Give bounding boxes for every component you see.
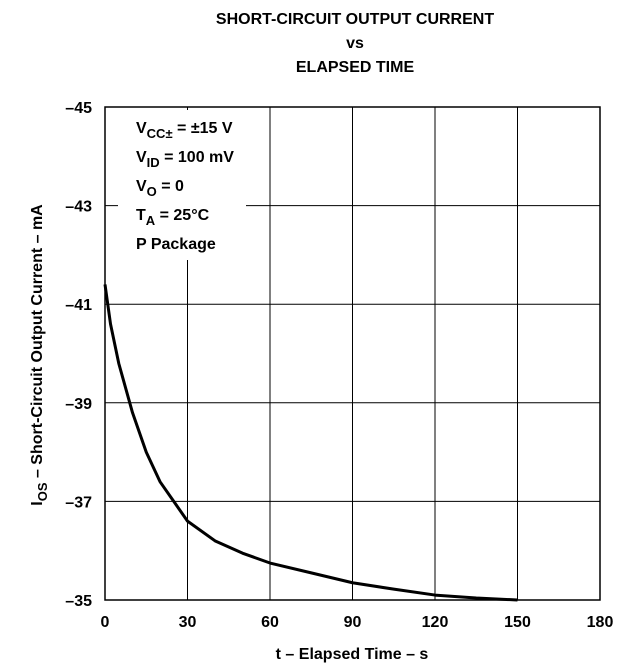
y-tick-label: –41 xyxy=(65,297,92,314)
y-tick-label: –45 xyxy=(65,100,92,117)
annotation: TA = 25°C xyxy=(136,207,210,228)
y-tick-label: –39 xyxy=(65,396,92,413)
y-axis-label: IOS – Short-Circuit Output Current – mA xyxy=(29,204,50,506)
annotation: VCC± = ±15 V xyxy=(136,120,233,141)
y-tick-label: –37 xyxy=(65,494,92,511)
y-tick-label: –43 xyxy=(65,199,92,216)
annotation-text: = 25°C xyxy=(155,207,209,224)
x-tick-label: 90 xyxy=(344,614,362,631)
annotation: VO = 0 xyxy=(136,178,184,199)
annotation: VID = 100 mV xyxy=(136,149,234,170)
x-tick-label: 0 xyxy=(101,614,110,631)
annotation-subscript: A xyxy=(146,213,156,228)
annotation: P Package xyxy=(136,236,216,253)
plot-frame xyxy=(104,106,601,601)
annotation-text: V xyxy=(136,149,147,166)
annotation-text: = 100 mV xyxy=(160,149,235,166)
annotation-text: = 0 xyxy=(157,178,184,195)
chart-title: vs xyxy=(346,35,364,52)
annotation-text: V xyxy=(136,120,147,137)
annotation-text: V xyxy=(136,178,147,195)
x-tick-label: 30 xyxy=(179,614,197,631)
x-tick-label: 120 xyxy=(422,614,449,631)
y-tick-label: –35 xyxy=(65,593,92,610)
x-tick-label: 60 xyxy=(261,614,279,631)
chart-title: SHORT-CIRCUIT OUTPUT CURRENT xyxy=(216,11,494,28)
annotation-subscript: CC± xyxy=(147,126,173,141)
annotation-text: T xyxy=(136,207,146,224)
annotation-text: P Package xyxy=(136,236,216,253)
y-axis-label-text: I xyxy=(29,501,46,505)
x-tick-label: 180 xyxy=(587,614,614,631)
annotation-subscript: O xyxy=(147,184,157,199)
annotation-subscript: ID xyxy=(147,155,160,170)
data-line xyxy=(103,284,518,602)
annotation-background xyxy=(118,110,246,260)
annotation-text: = ±15 V xyxy=(173,120,233,137)
chart-title: ELAPSED TIME xyxy=(296,59,415,76)
y-axis-label-text: – Short-Circuit Output Current – mA xyxy=(29,204,46,483)
y-axis-label-subscript: OS xyxy=(35,482,50,501)
x-axis-label: t – Elapsed Time – s xyxy=(276,646,429,663)
x-tick-label: 150 xyxy=(504,614,531,631)
